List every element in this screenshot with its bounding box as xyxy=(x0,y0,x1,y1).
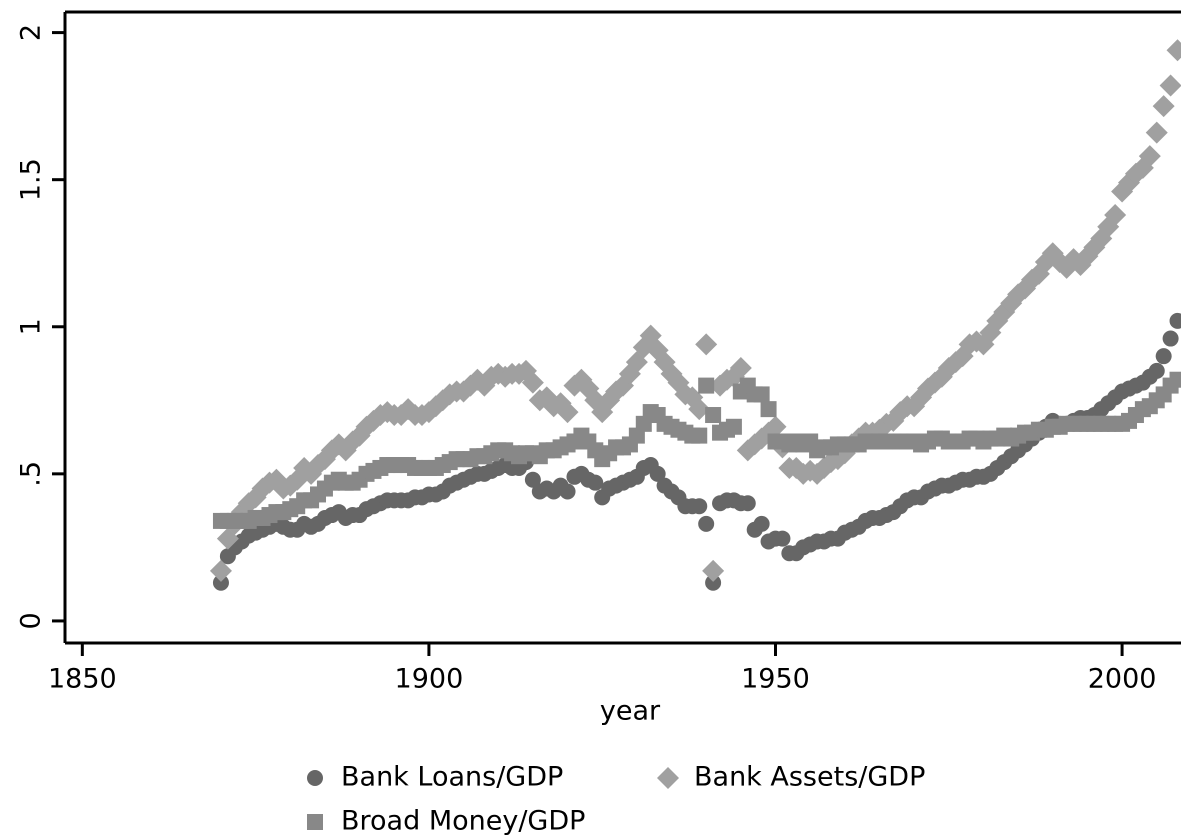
point xyxy=(1169,371,1181,388)
point xyxy=(764,415,787,438)
y-tick-label: 2 xyxy=(16,24,47,41)
x-tick-label: 1950 xyxy=(741,664,810,695)
point xyxy=(1138,145,1161,168)
point xyxy=(705,574,722,591)
point xyxy=(760,401,777,418)
legend-label: Broad Money/GDP xyxy=(341,806,585,837)
point xyxy=(1145,121,1168,144)
point xyxy=(1148,362,1165,379)
point xyxy=(212,574,229,591)
point xyxy=(1104,203,1127,226)
point xyxy=(524,471,541,488)
point xyxy=(556,401,579,424)
y-tick-label: 0 xyxy=(16,612,47,629)
y-tick-label: 1 xyxy=(16,318,47,335)
point xyxy=(209,559,232,582)
x-tick-label: 1850 xyxy=(48,664,117,695)
point xyxy=(649,465,666,482)
point xyxy=(698,377,715,394)
legend-marker xyxy=(657,767,679,789)
point xyxy=(587,474,604,491)
x-tick-label: 1900 xyxy=(395,664,464,695)
point xyxy=(237,492,260,515)
point xyxy=(1155,348,1172,365)
legend-label: Bank Assets/GDP xyxy=(694,762,925,793)
x-tick-label: 2000 xyxy=(1088,664,1157,695)
point xyxy=(1159,74,1181,97)
point xyxy=(695,333,718,356)
y-tick-label: 1.5 xyxy=(16,158,47,201)
point xyxy=(1169,312,1181,329)
legend-label: Bank Loans/GDP xyxy=(341,762,563,793)
legend-marker xyxy=(307,770,323,786)
point xyxy=(739,495,756,512)
point xyxy=(688,398,711,421)
point xyxy=(729,356,752,379)
point xyxy=(521,371,544,394)
point xyxy=(1166,39,1181,62)
point xyxy=(691,498,708,515)
point xyxy=(753,386,770,403)
point xyxy=(698,515,715,532)
legend-marker xyxy=(307,814,323,830)
x-axis-label: year xyxy=(600,696,661,727)
point xyxy=(691,427,708,444)
point xyxy=(705,407,722,424)
y-tick-label: .5 xyxy=(16,461,47,487)
point xyxy=(559,483,576,500)
point xyxy=(1152,95,1175,118)
point xyxy=(702,559,725,582)
point xyxy=(753,515,770,532)
point xyxy=(1162,330,1179,347)
point xyxy=(774,530,791,547)
point xyxy=(725,418,742,435)
